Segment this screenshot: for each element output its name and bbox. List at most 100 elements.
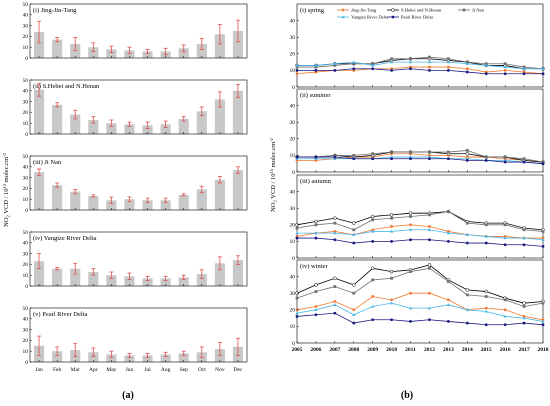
bar-jul bbox=[142, 200, 153, 210]
series-line bbox=[297, 56, 544, 70]
figure-a: 0 10 20 30 40 50 (i) Jing-Jin-Tang 0 10 20 30 40 50 (… bbox=[2, 2, 248, 373]
data-point bbox=[462, 8, 466, 12]
bar-nov bbox=[214, 263, 225, 286]
data-point bbox=[408, 155, 413, 159]
x-tick-label: 2009 bbox=[367, 347, 378, 353]
data-point bbox=[352, 241, 356, 245]
data-point bbox=[341, 15, 345, 19]
data-point bbox=[295, 311, 299, 315]
series-line bbox=[297, 61, 543, 70]
data-point bbox=[371, 229, 375, 233]
bar-mar bbox=[70, 43, 81, 58]
bar-jul bbox=[142, 51, 153, 58]
data-point bbox=[522, 316, 526, 320]
y-tick-label: 30 bbox=[290, 120, 296, 126]
data-point bbox=[314, 308, 318, 311]
bar-dec bbox=[232, 90, 244, 134]
data-point bbox=[503, 69, 507, 72]
series-line bbox=[296, 224, 543, 239]
series-line bbox=[296, 211, 544, 231]
x-tick-label: 2007 bbox=[329, 347, 340, 353]
data-point bbox=[352, 308, 356, 312]
data-point bbox=[503, 298, 507, 302]
data-point bbox=[352, 154, 356, 157]
series-line bbox=[297, 156, 544, 165]
data-point bbox=[391, 8, 395, 12]
data-point bbox=[371, 157, 375, 161]
y-tick-label: 40 bbox=[23, 317, 29, 323]
bar-aug bbox=[160, 354, 171, 362]
y-tick-label: 50 bbox=[23, 2, 29, 8]
data-point bbox=[465, 62, 469, 65]
data-point bbox=[408, 306, 413, 310]
bar-oct bbox=[196, 274, 207, 286]
bar-feb bbox=[52, 104, 63, 134]
data-point bbox=[371, 218, 375, 222]
data-point bbox=[409, 150, 412, 154]
x-tick-label: 2011 bbox=[405, 347, 416, 353]
data-point bbox=[522, 236, 526, 240]
data-point bbox=[390, 229, 394, 233]
x-tick-label: Oct bbox=[198, 367, 206, 373]
y-tick-label: 10 bbox=[290, 68, 296, 74]
data-point bbox=[352, 321, 356, 325]
data-point bbox=[352, 221, 356, 225]
y-tick-label: 50 bbox=[23, 306, 29, 312]
x-tick-label: 2018 bbox=[538, 347, 549, 353]
data-point bbox=[314, 63, 318, 67]
panel-title: (iv) Yangtze River Delta bbox=[33, 235, 97, 242]
bar-jun bbox=[124, 124, 135, 134]
y-tick-label: 0 bbox=[292, 256, 295, 262]
data-point bbox=[484, 234, 488, 238]
data-point bbox=[484, 158, 488, 162]
panel-frame bbox=[29, 155, 248, 211]
x-tick-label: Nov bbox=[215, 367, 225, 373]
legend: Jing-Jin-Tang S.Hebei and N.Henan Ji Nan Ya… bbox=[337, 8, 485, 20]
x-tick-label: 2017 bbox=[519, 347, 530, 353]
y-tick-label: 40 bbox=[290, 18, 296, 24]
data-point bbox=[314, 231, 318, 235]
panel-frame bbox=[29, 79, 248, 135]
x-tick-label: Sep bbox=[180, 367, 189, 373]
data-point bbox=[333, 231, 337, 235]
series-line bbox=[297, 229, 544, 241]
data-point bbox=[352, 60, 356, 64]
data-point bbox=[341, 8, 345, 12]
data-point bbox=[333, 62, 337, 65]
data-point bbox=[427, 60, 432, 64]
series-line bbox=[296, 302, 544, 322]
data-point bbox=[446, 303, 450, 307]
bar-apr bbox=[88, 352, 99, 362]
data-point bbox=[522, 228, 526, 232]
x-tick-label: Jul bbox=[144, 367, 151, 373]
data-point bbox=[503, 236, 507, 240]
bar-mar bbox=[70, 114, 81, 134]
data-point bbox=[428, 55, 431, 59]
data-point bbox=[503, 308, 507, 312]
figure-b-label: (b) bbox=[401, 390, 413, 401]
data-point bbox=[409, 215, 412, 218]
x-tick-label: 2008 bbox=[348, 347, 359, 353]
panel-title: (v) Pearl River Delta bbox=[33, 311, 87, 318]
data-point bbox=[390, 216, 394, 220]
data-point bbox=[409, 238, 412, 242]
x-tick-label: 2015 bbox=[481, 347, 492, 353]
data-point bbox=[541, 162, 545, 166]
y-tick-label: 0 bbox=[292, 85, 295, 91]
bar-may bbox=[106, 123, 117, 134]
bar-nov bbox=[214, 179, 225, 210]
data-point bbox=[352, 157, 356, 161]
legend-entry: Jing-Jin-Tang bbox=[351, 8, 377, 13]
panel-title: (ii) summer bbox=[300, 92, 331, 99]
y-tick-label: 40 bbox=[23, 89, 29, 95]
data-point bbox=[333, 300, 337, 303]
data-point bbox=[484, 295, 488, 298]
data-point bbox=[446, 65, 450, 69]
data-point bbox=[333, 69, 337, 72]
data-point bbox=[427, 306, 432, 310]
data-point bbox=[541, 72, 545, 76]
data-point bbox=[295, 315, 299, 318]
data-point bbox=[522, 67, 526, 70]
y-tick-label: 0 bbox=[25, 132, 28, 138]
